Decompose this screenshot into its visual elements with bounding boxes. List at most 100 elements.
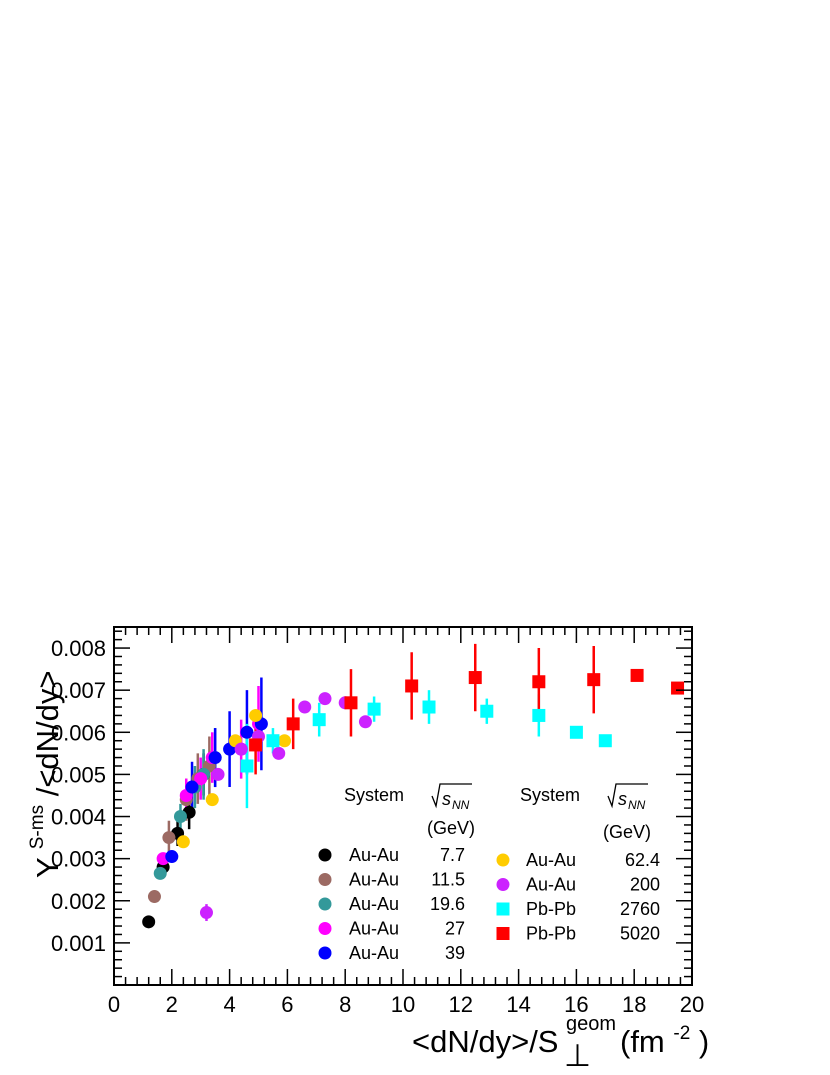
legend-system-label: Pb-Pb: [526, 899, 576, 919]
legend-energy-header-1-sub: NN: [452, 798, 470, 812]
x-tick-label: 8: [339, 992, 351, 1017]
data-point: [358, 715, 372, 729]
data-point: [278, 734, 292, 748]
data-point: [468, 671, 482, 685]
legend-marker: [318, 873, 332, 886]
x-axis-title-main: <dN/dy>/S: [412, 1024, 558, 1059]
legend-system-label: Pb-Pb: [526, 924, 576, 944]
data-point: [318, 692, 332, 706]
data-point: [367, 702, 381, 716]
data-markers: [142, 668, 685, 929]
legend-energy-label: 27: [445, 919, 465, 939]
legend-marker: [318, 848, 332, 862]
x-tick-label: 10: [391, 992, 415, 1017]
data-point: [249, 708, 263, 722]
legend-energy-header-2-s: s: [618, 789, 627, 809]
legend-energy-label: 39: [445, 943, 465, 963]
x-tick-label: 18: [622, 992, 646, 1017]
data-point: [671, 681, 685, 695]
data-point: [312, 713, 326, 727]
x-axis-unit: (fm -2 ): [620, 1011, 709, 1059]
legend-energy-label: 62.4: [625, 850, 660, 870]
data-point: [153, 866, 167, 880]
legend-entries: Au-Au 7.7 Au-Au 11.5 Au-Au 19.6 Au-Au 27 Au-Au 39…: [318, 845, 660, 963]
legend-unit-2: (GeV): [603, 822, 651, 842]
legend-marker: [496, 927, 510, 940]
data-point: [185, 780, 199, 794]
y-axis-title: Y S-ms /<dN/dy>: [15, 670, 65, 878]
x-tick-label: 6: [281, 992, 293, 1017]
data-point: [234, 742, 248, 756]
legend-marker: [496, 902, 510, 916]
legend-energy-header-2-sub: NN: [628, 798, 646, 812]
data-point: [569, 725, 583, 739]
data-point: [249, 738, 263, 752]
x-axis-unit-close: ): [699, 1024, 709, 1059]
data-point: [142, 915, 156, 929]
y-tick-label: 0.001: [51, 931, 106, 956]
data-point: [211, 767, 225, 781]
data-point: [208, 751, 222, 765]
x-axis-unit-sup: -2: [673, 1023, 690, 1044]
y-tick-label: 0.008: [51, 636, 106, 661]
x-tick-label: 16: [564, 992, 588, 1017]
y-tick-label: 0.007: [51, 678, 106, 703]
legend-energy-label: 7.7: [440, 845, 465, 865]
legend-system-label: Au-Au: [349, 870, 399, 890]
data-point: [205, 793, 219, 807]
data-point: [630, 668, 644, 682]
x-axis-title: <dN/dy>/S: [412, 1024, 558, 1059]
data-point: [147, 890, 161, 904]
legend-energy-label: 2760: [620, 899, 660, 919]
legend-marker: [496, 853, 510, 867]
plot-frame: [113, 626, 693, 986]
legend: System s NN (GeV) System s NN (GeV) Au-A…: [318, 783, 660, 963]
legend-energy-label: 5020: [620, 924, 660, 944]
legend-energy-label: 200: [630, 875, 660, 895]
legend-marker: [318, 946, 332, 960]
data-point: [173, 810, 187, 824]
legend-energy-header-1-s: s: [442, 789, 451, 809]
data-point: [199, 906, 213, 920]
legend-energy-header-2: s NN: [607, 783, 648, 812]
data-point: [405, 679, 419, 693]
legend-system-label: Au-Au: [526, 875, 576, 895]
y-tick-label: 0.003: [51, 847, 106, 872]
x-tick-label: 12: [449, 992, 473, 1017]
x-tick-label: 4: [223, 992, 235, 1017]
x-axis-title-sup: geom: [566, 1013, 616, 1035]
data-point: [176, 835, 190, 849]
legend-unit-1: (GeV): [427, 818, 475, 838]
x-axis-title-sub: ⊥: [564, 1038, 591, 1073]
legend-system-label: Au-Au: [349, 919, 399, 939]
plot-border: [113, 626, 693, 986]
data-point: [422, 700, 436, 714]
y-tick-label: 0.006: [51, 720, 106, 745]
data-point: [598, 734, 612, 748]
data-point: [165, 850, 179, 864]
legend-energy-label: 19.6: [430, 894, 465, 914]
legend-system-label: Au-Au: [349, 845, 399, 865]
y-tick-label: 0.004: [51, 805, 106, 830]
data-point: [240, 725, 254, 739]
legend-system-label: Au-Au: [349, 943, 399, 963]
y-tick-label: 0.002: [51, 889, 106, 914]
data-point: [480, 704, 494, 718]
legend-marker: [318, 897, 332, 911]
legend-system-header-2: System: [520, 785, 580, 805]
legend-marker: [496, 878, 510, 891]
x-tick-label: 14: [506, 992, 530, 1017]
data-point: [194, 772, 208, 786]
data-point: [298, 700, 312, 714]
legend-system-label: Au-Au: [349, 894, 399, 914]
x-tick-label: 0: [108, 992, 120, 1017]
legend-energy-label: 11.5: [431, 870, 465, 890]
x-axis-unit-open: (fm: [620, 1024, 665, 1059]
y-axis-title-main: Y: [30, 858, 65, 878]
legend-system-label: Au-Au: [526, 850, 576, 870]
legend-system-header-1: System: [344, 785, 404, 805]
legend-energy-header-1: s NN: [431, 783, 472, 812]
x-tick-label: 20: [680, 992, 704, 1017]
y-tick-label: 0.005: [51, 762, 106, 787]
